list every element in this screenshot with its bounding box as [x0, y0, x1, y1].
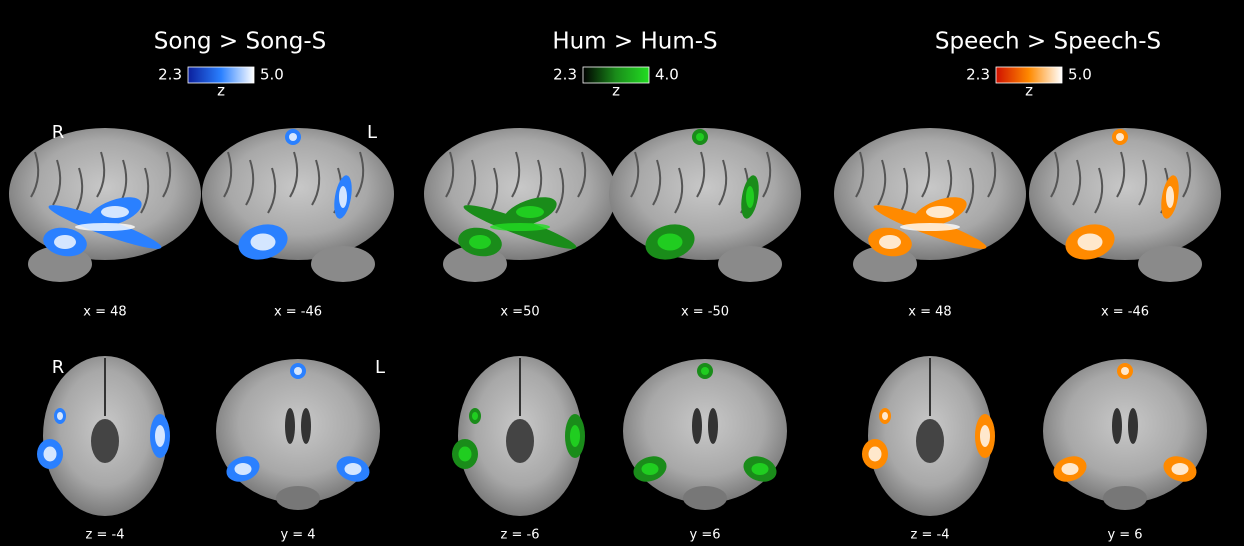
slice-coordinate: y =6: [690, 528, 721, 543]
activation-peak: [926, 206, 954, 218]
slice-coordinate: x = 48: [83, 305, 126, 320]
brainstem: [683, 486, 727, 510]
activation-peak: [294, 367, 302, 375]
hemisphere-label: L: [375, 357, 385, 378]
ventricle: [91, 419, 119, 463]
activation-peak: [1062, 463, 1079, 475]
panel-title: Song > Song-S: [154, 29, 327, 55]
ventricle: [285, 408, 295, 444]
activation-peak: [516, 206, 544, 218]
activation-peak: [696, 133, 704, 141]
slice-coordinate: z = -4: [911, 528, 950, 543]
activation-peak: [459, 447, 472, 462]
brain: [9, 128, 201, 260]
activation-peak: [155, 425, 165, 447]
activation-peak: [54, 235, 76, 249]
hemisphere-label: R: [52, 357, 65, 378]
colorbar-label: z: [612, 82, 620, 100]
brainstem: [1103, 486, 1147, 510]
slice-coordinate: x = -46: [1101, 305, 1149, 320]
slice-coordinate: y = 4: [280, 528, 315, 543]
colorbar-max: 5.0: [260, 66, 284, 84]
activation-peak: [101, 206, 129, 218]
activation-peak: [75, 223, 135, 231]
brain: [424, 128, 616, 260]
cerebellum: [718, 246, 782, 282]
ventricle: [506, 419, 534, 463]
ventricle: [916, 419, 944, 463]
slice-coordinate: x =50: [500, 305, 539, 320]
activation-peak: [869, 447, 882, 462]
cerebellum: [311, 246, 375, 282]
activation-peak: [469, 235, 491, 249]
slice-coordinate: z = -4: [86, 528, 125, 543]
colorbar-min: 2.3: [553, 66, 577, 84]
activation-peak: [1121, 367, 1129, 375]
activation-peak: [1078, 234, 1103, 251]
brainstem: [276, 486, 320, 510]
activation-peak: [1116, 133, 1124, 141]
activation-peak: [752, 463, 769, 475]
activation-peak: [44, 447, 57, 462]
activation-peak: [1172, 463, 1189, 475]
activation-peak: [879, 235, 901, 249]
colorbar-max: 5.0: [1068, 66, 1092, 84]
activation-peak: [345, 463, 362, 475]
slice-coordinate: x = 48: [908, 305, 951, 320]
activation-peak: [882, 412, 888, 420]
slice-coordinate: x = -46: [274, 305, 322, 320]
brain: [1029, 128, 1221, 260]
colorbar-min: 2.3: [966, 66, 990, 84]
brain: [609, 128, 801, 260]
activation-peak: [57, 412, 63, 420]
colorbar-label: z: [217, 82, 225, 100]
brain: [202, 128, 394, 260]
brain: [834, 128, 1026, 260]
hemisphere-label: R: [52, 122, 65, 143]
colorbar-min: 2.3: [158, 66, 182, 84]
activation-peak: [235, 463, 252, 475]
hemisphere-label: L: [367, 122, 377, 143]
slice-coordinate: y = 6: [1107, 528, 1142, 543]
panel-title: Speech > Speech-S: [935, 29, 1161, 55]
activation-peak: [642, 463, 659, 475]
activation-peak: [490, 223, 550, 231]
figure: Song > Song-S 2.3 5.0 z x = 48 x = -46 z = -4 y…: [0, 0, 1244, 546]
panel-title: Hum > Hum-S: [552, 29, 717, 55]
slice-coordinate: x = -50: [681, 305, 729, 320]
activation-peak: [1166, 186, 1174, 208]
ventricle: [708, 408, 718, 444]
activation-peak: [289, 133, 297, 141]
activation-peak: [339, 186, 347, 208]
activation-peak: [900, 223, 960, 231]
activation-peak: [251, 234, 276, 251]
ventricle: [692, 408, 702, 444]
cerebellum: [1138, 246, 1202, 282]
activation-peak: [701, 367, 709, 375]
activation-peak: [658, 234, 683, 251]
ventricle: [1128, 408, 1138, 444]
colorbar-max: 4.0: [655, 66, 679, 84]
slice-coordinate: z = -6: [501, 528, 540, 543]
ventricle: [1112, 408, 1122, 444]
colorbar-label: z: [1025, 82, 1033, 100]
activation-peak: [746, 186, 754, 208]
activation-peak: [980, 425, 990, 447]
activation-peak: [570, 425, 580, 447]
ventricle: [301, 408, 311, 444]
activation-peak: [472, 412, 478, 420]
